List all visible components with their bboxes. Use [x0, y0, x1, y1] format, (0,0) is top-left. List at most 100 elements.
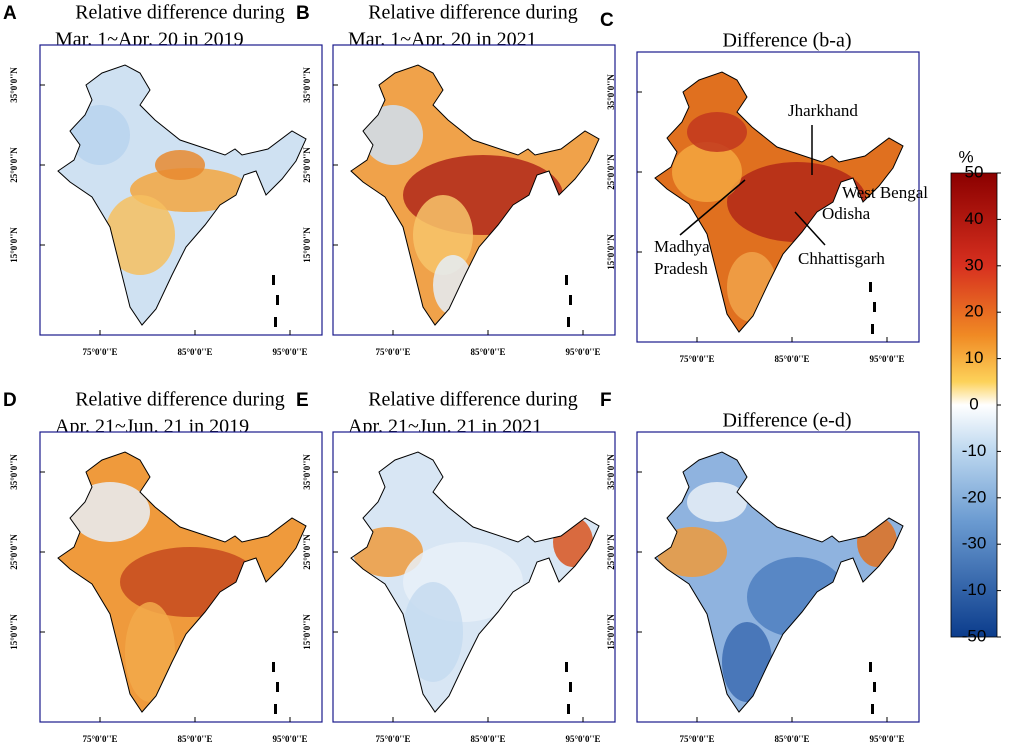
map-panel: F Difference (e-d) 35°0'0''N 25°0'0''N 15°0'… — [600, 390, 920, 743]
map-region — [413, 195, 473, 275]
colorbar-tick-label: 50 — [965, 162, 984, 181]
islands — [274, 704, 277, 714]
map-region — [70, 482, 150, 542]
lon-label: 85°0'0''E — [774, 354, 809, 364]
panel-letter: A — [3, 3, 17, 24]
colorbar-ramp — [950, 172, 998, 638]
islands — [565, 662, 568, 672]
map-region — [687, 482, 747, 522]
islands — [873, 682, 876, 692]
colorbar-tick-label: -20 — [962, 487, 987, 506]
panel-title: Difference (b-a) — [723, 30, 852, 52]
annotation: Chhattisgarh — [798, 249, 885, 268]
panel-letter: D — [3, 390, 17, 411]
colorbar-tick-label: 30 — [965, 255, 984, 274]
lat-label: 25°0'0''N — [606, 534, 616, 570]
colorbar-tick-label: -10 — [962, 441, 987, 460]
lon-label: 95°0'0''E — [272, 347, 307, 357]
colorbar-unit: % — [958, 147, 973, 166]
colorbar: % 50 40 30 20 10 0 -10 -20 -30 -10 -50 — [950, 147, 1001, 645]
islands — [274, 317, 277, 327]
islands — [565, 275, 568, 285]
panel-title: Difference (e-d) — [723, 410, 852, 432]
panel-letter: F — [600, 390, 612, 411]
islands — [276, 682, 279, 692]
lat-label: 25°0'0''N — [9, 147, 19, 183]
map-region — [687, 112, 747, 152]
map-region — [130, 168, 250, 212]
arrow — [794, 211, 826, 246]
panel-title: Relative difference during — [75, 389, 285, 411]
islands — [567, 704, 570, 714]
arrow — [679, 179, 746, 236]
lon-label: 95°0'0''E — [869, 734, 904, 743]
lat-label: 35°0'0''N — [302, 67, 312, 103]
lat-label: 25°0'0''N — [9, 534, 19, 570]
lat-label: 25°0'0''N — [302, 534, 312, 570]
map-region — [155, 150, 205, 180]
lon-label: 75°0'0''E — [82, 347, 117, 357]
islands — [871, 704, 874, 714]
islands — [871, 324, 874, 334]
annotation: Jharkhand — [788, 101, 858, 120]
annotation: West Bengal — [842, 183, 928, 202]
islands — [869, 282, 872, 292]
lat-label: 35°0'0''N — [9, 67, 19, 103]
panel-letter: E — [296, 390, 309, 411]
lon-label: 85°0'0''E — [470, 347, 505, 357]
map-region — [363, 105, 423, 165]
colorbar-tick-label: 40 — [965, 209, 984, 228]
panel-title: Relative difference during — [75, 2, 285, 24]
map-panel: C Difference (b-a) 35°0'0''N 25°0'0''N 15°0'… — [600, 10, 920, 364]
colorbar-tick-label: -10 — [962, 580, 987, 599]
map-region — [105, 195, 175, 275]
annotation: Pradesh — [654, 259, 708, 278]
lat-label: 15°0'0''N — [302, 227, 312, 263]
lon-label: 85°0'0''E — [470, 734, 505, 743]
colorbar-tick-label: 0 — [969, 394, 978, 413]
panel-title: Relative difference during — [368, 389, 578, 411]
annotation: Madhya — [654, 237, 710, 256]
annotation: Odisha — [822, 204, 871, 223]
lat-label: 15°0'0''N — [606, 234, 616, 270]
lat-label: 15°0'0''N — [302, 614, 312, 650]
lat-label: 15°0'0''N — [9, 614, 19, 650]
lat-label: 35°0'0''N — [302, 454, 312, 490]
lat-label: 35°0'0''N — [9, 454, 19, 490]
lon-label: 85°0'0''E — [177, 734, 212, 743]
lon-label: 75°0'0''E — [375, 347, 410, 357]
islands — [569, 295, 572, 305]
lon-label: 75°0'0''E — [82, 734, 117, 743]
lon-label: 85°0'0''E — [774, 734, 809, 743]
islands — [272, 275, 275, 285]
lon-label: 95°0'0''E — [565, 347, 600, 357]
lat-label: 35°0'0''N — [606, 454, 616, 490]
map-region — [70, 105, 130, 165]
panel-letter: C — [600, 10, 614, 31]
panel-letter: B — [296, 3, 310, 24]
colorbar-tick-label: 10 — [965, 348, 984, 367]
islands — [276, 295, 279, 305]
islands — [272, 662, 275, 672]
islands — [873, 302, 876, 312]
lat-label: 15°0'0''N — [606, 614, 616, 650]
lat-label: 25°0'0''N — [302, 147, 312, 183]
lon-label: 85°0'0''E — [177, 347, 212, 357]
colorbar-tick-label: -50 — [962, 626, 987, 645]
map-region — [125, 602, 175, 702]
lon-label: 95°0'0''E — [272, 734, 307, 743]
lat-label: 25°0'0''N — [606, 154, 616, 190]
islands — [869, 662, 872, 672]
lon-label: 95°0'0''E — [565, 734, 600, 743]
annotations: Jharkhand West Bengal Odisha Madhya Prad… — [654, 101, 928, 278]
map-region — [672, 142, 742, 202]
islands — [567, 317, 570, 327]
lat-label: 15°0'0''N — [9, 227, 19, 263]
colorbar-tick-label: -30 — [962, 534, 987, 553]
lon-label: 75°0'0''E — [679, 354, 714, 364]
